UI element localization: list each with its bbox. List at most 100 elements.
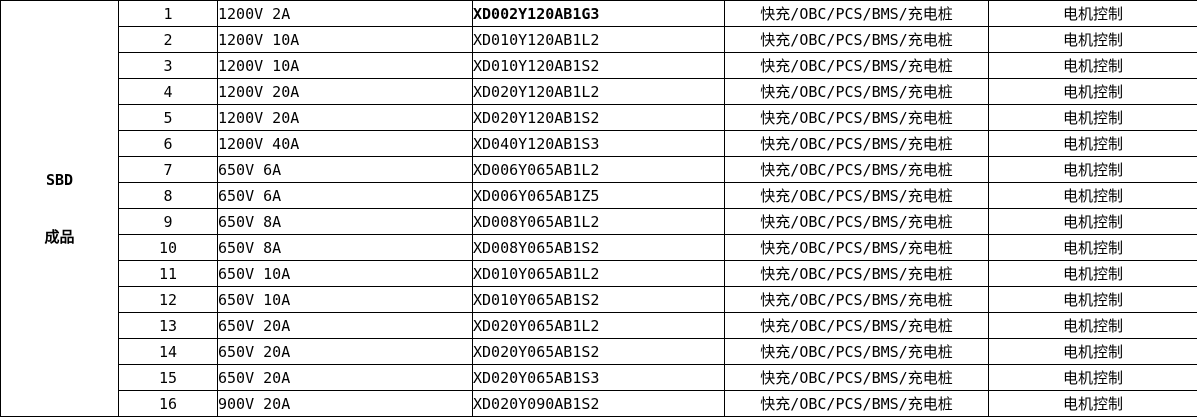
row-number-cell: 6: [118, 130, 218, 157]
usage-cell: 电机控制: [988, 260, 1197, 287]
application-cell: 快充/OBC/PCS/BMS/充电桩: [724, 208, 989, 235]
part-number-cell: XD008Y065AB1S2: [472, 234, 725, 261]
table-row: 13 650V 20A XD020Y065AB1L2 快充/OBC/PCS/BM…: [1, 312, 1197, 339]
spec-cell: 1200V 2A: [217, 0, 473, 27]
row-number-cell: 12: [118, 286, 218, 313]
application-cell: 快充/OBC/PCS/BMS/充电桩: [724, 234, 989, 261]
row-number-cell: 10: [118, 234, 218, 261]
usage-cell: 电机控制: [988, 364, 1197, 391]
application-cell: 快充/OBC/PCS/BMS/充电桩: [724, 78, 989, 105]
application-cell: 快充/OBC/PCS/BMS/充电桩: [724, 364, 989, 391]
part-number-cell: XD020Y090AB1S2: [472, 390, 725, 417]
part-number-cell: XD010Y120AB1L2: [472, 26, 725, 53]
application-cell: 快充/OBC/PCS/BMS/充电桩: [724, 0, 989, 27]
application-cell: 快充/OBC/PCS/BMS/充电桩: [724, 156, 989, 183]
spec-cell: 1200V 20A: [217, 104, 473, 131]
part-number-cell: XD010Y065AB1L2: [472, 260, 725, 287]
usage-cell: 电机控制: [988, 104, 1197, 131]
part-number-cell: XD006Y065AB1L2: [472, 156, 725, 183]
table-row: 12 650V 10A XD010Y065AB1S2 快充/OBC/PCS/BM…: [1, 286, 1197, 313]
spec-cell: 1200V 10A: [217, 52, 473, 79]
application-cell: 快充/OBC/PCS/BMS/充电桩: [724, 130, 989, 157]
table-row: 3 1200V 10A XD010Y120AB1S2 快充/OBC/PCS/BM…: [1, 52, 1197, 79]
part-number-cell: XD002Y120AB1G3: [472, 0, 725, 27]
spec-cell: 650V 20A: [217, 312, 473, 339]
usage-cell: 电机控制: [988, 0, 1197, 27]
application-cell: 快充/OBC/PCS/BMS/充电桩: [724, 104, 989, 131]
application-cell: 快充/OBC/PCS/BMS/充电桩: [724, 260, 989, 287]
row-number-cell: 14: [118, 338, 218, 365]
table-row: 9 650V 8A XD008Y065AB1L2 快充/OBC/PCS/BMS/…: [1, 208, 1197, 235]
application-cell: 快充/OBC/PCS/BMS/充电桩: [724, 390, 989, 417]
spec-cell: 900V 20A: [217, 390, 473, 417]
table-row: 16 900V 20A XD020Y090AB1S2 快充/OBC/PCS/BM…: [1, 390, 1197, 417]
row-number-cell: 11: [118, 260, 218, 287]
row-number-cell: 3: [118, 52, 218, 79]
spec-cell: 650V 20A: [217, 364, 473, 391]
row-number-cell: 1: [118, 0, 218, 27]
group-label-line2: 成品: [44, 227, 75, 246]
application-cell: 快充/OBC/PCS/BMS/充电桩: [724, 26, 989, 53]
row-number-cell: 2: [118, 26, 218, 53]
spec-cell: 1200V 20A: [217, 78, 473, 105]
usage-cell: 电机控制: [988, 286, 1197, 313]
part-number-cell: XD008Y065AB1L2: [472, 208, 725, 235]
usage-cell: 电机控制: [988, 78, 1197, 105]
usage-cell: 电机控制: [988, 130, 1197, 157]
table-row: 14 650V 20A XD020Y065AB1S2 快充/OBC/PCS/BM…: [1, 338, 1197, 365]
table-row: 15 650V 20A XD020Y065AB1S3 快充/OBC/PCS/BM…: [1, 364, 1197, 391]
usage-cell: 电机控制: [988, 182, 1197, 209]
row-number-cell: 13: [118, 312, 218, 339]
usage-cell: 电机控制: [988, 52, 1197, 79]
table-row: 4 1200V 20A XD020Y120AB1L2 快充/OBC/PCS/BM…: [1, 78, 1197, 105]
table-row: 6 1200V 40A XD040Y120AB1S3 快充/OBC/PCS/BM…: [1, 130, 1197, 157]
part-number-cell: XD010Y065AB1S2: [472, 286, 725, 313]
application-cell: 快充/OBC/PCS/BMS/充电桩: [724, 312, 989, 339]
usage-cell: 电机控制: [988, 338, 1197, 365]
part-number-cell: XD020Y120AB1L2: [472, 78, 725, 105]
usage-cell: 电机控制: [988, 390, 1197, 417]
row-number-cell: 7: [118, 156, 218, 183]
spec-cell: 650V 6A: [217, 156, 473, 183]
table-row: 2 1200V 10A XD010Y120AB1L2 快充/OBC/PCS/BM…: [1, 26, 1197, 53]
row-number-cell: 15: [118, 364, 218, 391]
row-number-cell: 4: [118, 78, 218, 105]
spec-cell: 650V 8A: [217, 208, 473, 235]
usage-cell: 电机控制: [988, 234, 1197, 261]
part-number-cell: XD020Y065AB1S2: [472, 338, 725, 365]
part-number-cell: XD020Y065AB1S3: [472, 364, 725, 391]
part-number-cell: XD020Y120AB1S2: [472, 104, 725, 131]
spec-cell: 1200V 40A: [217, 130, 473, 157]
usage-cell: 电机控制: [988, 312, 1197, 339]
spec-cell: 650V 10A: [217, 260, 473, 287]
table-row: 8 650V 6A XD006Y065AB1Z5 快充/OBC/PCS/BMS/…: [1, 182, 1197, 209]
part-number-cell: XD010Y120AB1S2: [472, 52, 725, 79]
part-number-cell: XD020Y065AB1L2: [472, 312, 725, 339]
application-cell: 快充/OBC/PCS/BMS/充电桩: [724, 52, 989, 79]
application-cell: 快充/OBC/PCS/BMS/充电桩: [724, 182, 989, 209]
application-cell: 快充/OBC/PCS/BMS/充电桩: [724, 338, 989, 365]
part-number-cell: XD006Y065AB1Z5: [472, 182, 725, 209]
table-row: 11 650V 10A XD010Y065AB1L2 快充/OBC/PCS/BM…: [1, 260, 1197, 287]
usage-cell: 电机控制: [988, 156, 1197, 183]
usage-cell: 电机控制: [988, 208, 1197, 235]
table-row: 10 650V 8A XD008Y065AB1S2 快充/OBC/PCS/BMS…: [1, 234, 1197, 261]
spec-cell: 650V 20A: [217, 338, 473, 365]
row-number-cell: 5: [118, 104, 218, 131]
spec-cell: 650V 6A: [217, 182, 473, 209]
part-number-cell: XD040Y120AB1S3: [472, 130, 725, 157]
table-row: 7 650V 6A XD006Y065AB1L2 快充/OBC/PCS/BMS/…: [1, 156, 1197, 183]
table-row: 5 1200V 20A XD020Y120AB1S2 快充/OBC/PCS/BM…: [1, 104, 1197, 131]
row-number-cell: 8: [118, 182, 218, 209]
group-label-cell: SBD 成品: [0, 0, 119, 417]
row-number-cell: 16: [118, 390, 218, 417]
row-number-cell: 9: [118, 208, 218, 235]
spec-cell: 1200V 10A: [217, 26, 473, 53]
group-label-line1: SBD: [45, 170, 74, 189]
application-cell: 快充/OBC/PCS/BMS/充电桩: [724, 286, 989, 313]
spec-cell: 650V 8A: [217, 234, 473, 261]
spec-cell: 650V 10A: [217, 286, 473, 313]
